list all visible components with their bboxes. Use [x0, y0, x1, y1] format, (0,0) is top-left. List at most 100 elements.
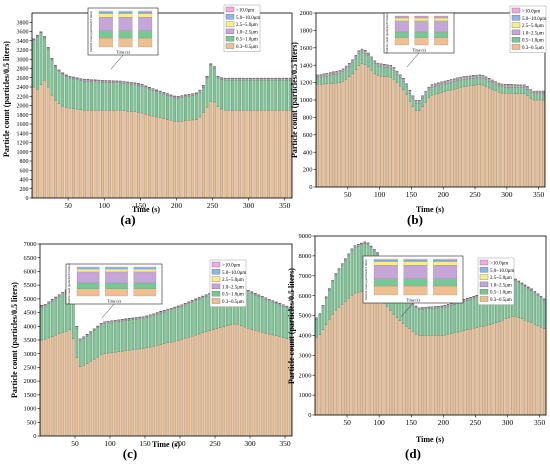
- bar-segment: [427, 97, 431, 188]
- bar-segment: [223, 79, 227, 111]
- legend-swatch: [511, 15, 521, 21]
- bar-segment: [379, 64, 383, 67]
- y-tick-label: 1000: [17, 150, 29, 156]
- bar-segment: [85, 335, 89, 364]
- bar-segment: [96, 356, 100, 437]
- panel-a: 0 200 400 600 800 1000 1200 1400 1600 1800 2000 220…: [2, 4, 293, 214]
- inset-bar-segment: [118, 30, 133, 39]
- bar-segment: [238, 79, 242, 111]
- bar-segment: [481, 76, 485, 79]
- bar-segment: [57, 333, 61, 437]
- y-tick-label: 600: [20, 168, 29, 174]
- bar-segment: [92, 329, 96, 331]
- x-tick-label: 200: [438, 418, 450, 427]
- y-tick-label: 2600: [17, 76, 29, 82]
- bar-segment: [357, 51, 361, 54]
- bar-segment: [61, 74, 65, 107]
- bar-segment: [332, 72, 335, 75]
- bar-segment: [190, 301, 194, 337]
- bar-segment: [488, 324, 492, 416]
- bar-segment: [539, 296, 543, 299]
- bar-segment: [357, 245, 360, 293]
- bar-segment: [113, 321, 117, 353]
- bar-segment: [202, 112, 205, 199]
- x-tick-label: 350: [279, 439, 291, 448]
- bar-segment: [421, 307, 424, 310]
- bar-segment: [50, 94, 54, 199]
- bar-segment: [140, 112, 144, 199]
- bar-segment: [503, 85, 507, 88]
- legend-label: 0.5~1.0μm: [222, 293, 244, 298]
- bar-segment: [169, 308, 173, 310]
- inset-bar-segment: [133, 282, 157, 289]
- bar-segment: [538, 92, 542, 95]
- bar-segment: [68, 329, 72, 437]
- bar-segment: [462, 77, 466, 80]
- bar-segment: [324, 324, 328, 416]
- inset-bar-segment: [373, 259, 398, 262]
- bar-segment: [176, 96, 180, 99]
- inset-bar-segment: [373, 285, 398, 296]
- bar-segment: [71, 301, 75, 339]
- bar-segment: [104, 110, 108, 199]
- bar-segment: [334, 273, 338, 276]
- bar-segment: [215, 328, 219, 437]
- bar-segment: [340, 264, 344, 266]
- bar-segment: [194, 119, 198, 199]
- bar-segment: [267, 78, 270, 81]
- x-tick-label: 350: [534, 418, 546, 427]
- legend-swatch: [225, 36, 235, 42]
- bar-segment: [395, 72, 399, 75]
- inset-bar-segment: [434, 37, 449, 46]
- bar-segment: [536, 294, 540, 296]
- bar-segment: [281, 110, 285, 199]
- bar-segment: [216, 77, 220, 79]
- bar-segment: [543, 300, 546, 329]
- bar-segment: [532, 99, 536, 188]
- bar-segment: [180, 97, 184, 122]
- bar-segment: [533, 324, 537, 416]
- bar-segment: [169, 95, 173, 97]
- bar-segment: [315, 337, 318, 416]
- y-tick-label: 3800: [17, 20, 29, 26]
- bar-segment: [529, 90, 532, 93]
- y-tick-label: 3200: [17, 48, 29, 54]
- bar-segment: [278, 336, 282, 437]
- bar-segment: [446, 304, 450, 307]
- bar-segment: [430, 307, 434, 309]
- bar-segment: [274, 302, 278, 304]
- bar-segment: [253, 294, 257, 331]
- bar-segment: [491, 89, 494, 188]
- bar-segment: [364, 51, 367, 54]
- bar-segment: [115, 81, 119, 83]
- bar-segment: [468, 85, 472, 188]
- bar-segment: [437, 335, 440, 416]
- bar-segment: [497, 92, 501, 188]
- bar-segment: [126, 82, 130, 85]
- bar-segment: [539, 327, 543, 416]
- inset-bar-segment: [138, 11, 153, 14]
- bar-segment: [78, 339, 82, 341]
- bar-segment: [86, 110, 90, 199]
- bar-segment: [511, 316, 514, 416]
- bar-segment: [456, 80, 459, 89]
- bar-segment: [543, 299, 546, 301]
- bar-segment: [465, 86, 469, 188]
- bar-segment: [234, 79, 238, 111]
- bar-segment: [443, 306, 447, 336]
- bar-segment: [223, 110, 227, 199]
- bar-segment: [202, 87, 205, 113]
- y-tick-label: 2400: [17, 85, 29, 91]
- bar-segment: [379, 76, 383, 188]
- bar-segment: [43, 305, 47, 340]
- bar-segment: [383, 65, 386, 68]
- bar-segment: [523, 85, 526, 88]
- bar-segment: [364, 53, 367, 65]
- bar-segment: [162, 94, 166, 119]
- y-tick-label: 3500: [24, 337, 37, 344]
- bar-segment: [360, 243, 363, 245]
- bar-segment: [478, 84, 482, 188]
- bar-segment: [270, 79, 274, 111]
- x-tick-label: 300: [501, 190, 513, 199]
- bar-segment: [259, 110, 263, 199]
